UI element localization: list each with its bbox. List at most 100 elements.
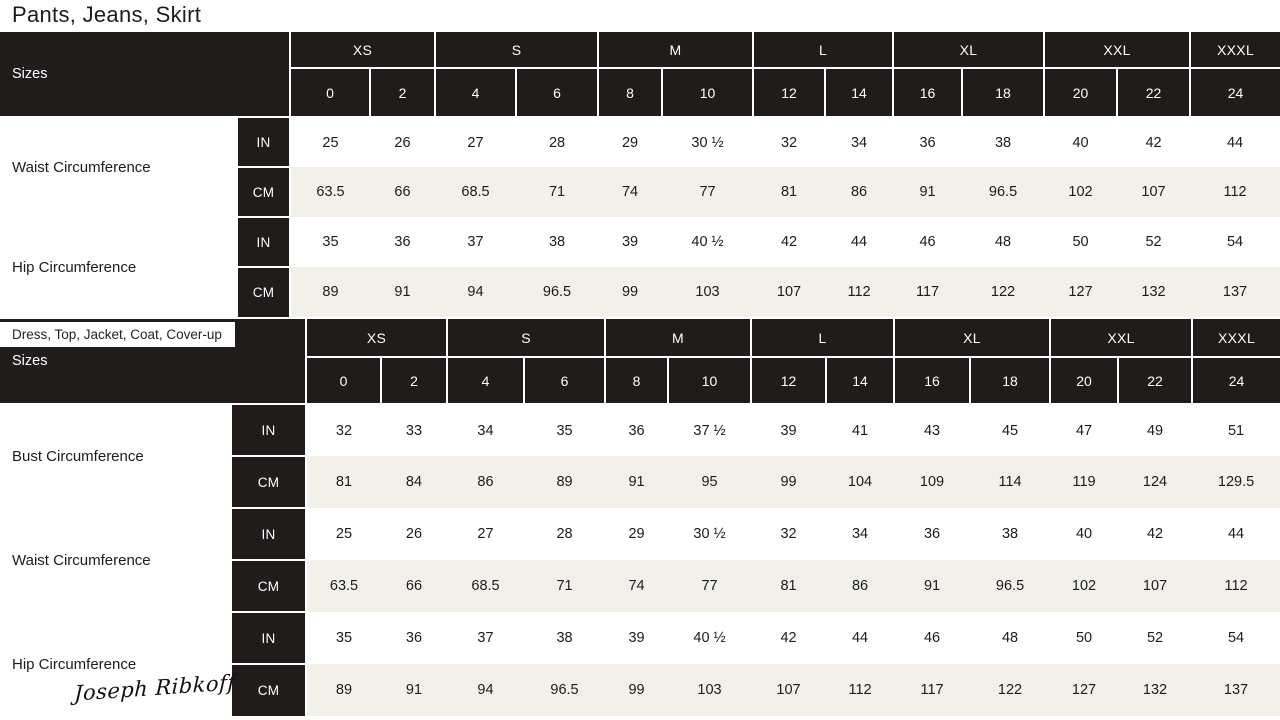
value-cell: 63.5 xyxy=(290,167,370,217)
size-col-14: 14 xyxy=(825,356,896,405)
value-cell: 36 xyxy=(894,508,971,560)
size-col-18: 18 xyxy=(961,67,1046,118)
size-col-18: 18 xyxy=(969,356,1052,405)
unit-cell-cm: CM xyxy=(230,455,307,509)
value-cell: 26 xyxy=(370,117,435,167)
value-cell: 40 ½ xyxy=(668,612,752,664)
value-cell: 99 xyxy=(751,456,827,508)
unit-cell-in: IN xyxy=(230,403,307,457)
value-cell: 68.5 xyxy=(435,167,516,217)
unit-cell-in: IN xyxy=(230,507,307,561)
size-group-xxxl: XXXL xyxy=(1191,318,1280,358)
value-cell: 48 xyxy=(962,217,1045,267)
value-cell: 45 xyxy=(970,404,1051,456)
value-cell: 86 xyxy=(447,456,524,508)
size-col-6: 6 xyxy=(514,67,600,118)
size-col-24: 24 xyxy=(1191,356,1280,405)
size-group-xl: XL xyxy=(893,318,1052,358)
value-cell: 37 xyxy=(447,612,524,664)
unit-cell-cm: CM xyxy=(236,166,291,218)
value-cell: 89 xyxy=(306,664,381,716)
size-col-4: 4 xyxy=(434,67,517,118)
value-cell: 36 xyxy=(893,117,963,167)
value-cell: 137 xyxy=(1190,267,1280,317)
value-cell: 122 xyxy=(970,664,1051,716)
size-col-8: 8 xyxy=(604,356,670,405)
value-cell: 46 xyxy=(894,612,971,664)
value-cell: 43 xyxy=(894,404,971,456)
value-cell: 37 xyxy=(435,217,516,267)
size-group-xs: XS xyxy=(305,318,448,358)
value-cell: 44 xyxy=(825,217,894,267)
value-cell: 47 xyxy=(1050,404,1119,456)
size-col-0: 0 xyxy=(305,356,382,405)
size-group-xxl: XXL xyxy=(1049,318,1194,358)
measurement-label: Bust Circumference xyxy=(0,404,231,508)
value-cell: 96.5 xyxy=(516,267,599,317)
value-cell: 38 xyxy=(516,217,599,267)
value-cell: 114 xyxy=(970,456,1051,508)
value-cell: 91 xyxy=(605,456,669,508)
size-group-m: M xyxy=(597,31,755,69)
value-cell: 32 xyxy=(306,404,381,456)
value-cell: 34 xyxy=(825,117,894,167)
value-cell: 44 xyxy=(1192,508,1280,560)
value-cell: 91 xyxy=(893,167,963,217)
size-group-xxxl: XXXL xyxy=(1189,31,1280,69)
size-col-10: 10 xyxy=(667,356,753,405)
value-cell: 132 xyxy=(1117,267,1191,317)
value-cell: 39 xyxy=(605,612,669,664)
value-cell: 40 xyxy=(1044,117,1118,167)
value-cell: 26 xyxy=(381,508,447,560)
measurement-row-cm: CM 89 91 94 96.5 99 103 107 112 117 122 127 132 137 xyxy=(0,663,1280,717)
value-cell: 50 xyxy=(1044,217,1118,267)
size-col-6: 6 xyxy=(522,356,607,405)
unit-cell-in: IN xyxy=(236,116,291,168)
value-cell: 91 xyxy=(370,267,435,317)
value-cell: 91 xyxy=(894,560,971,612)
page-title: Pants, Jeans, Skirt xyxy=(12,2,202,27)
value-cell: 77 xyxy=(668,560,752,612)
value-cell: 127 xyxy=(1044,267,1118,317)
value-cell: 42 xyxy=(1117,117,1191,167)
value-cell: 94 xyxy=(447,664,524,716)
section-title-dress: Dress, Top, Jacket, Coat, Cover-up xyxy=(0,322,235,347)
value-cell: 29 xyxy=(605,508,669,560)
value-cell: 41 xyxy=(826,404,895,456)
value-cell: 94 xyxy=(435,267,516,317)
value-cell: 137 xyxy=(1192,664,1280,716)
value-cell: 39 xyxy=(751,404,827,456)
value-cell: 29 xyxy=(598,117,663,167)
size-col-8: 8 xyxy=(597,67,664,118)
value-cell: 54 xyxy=(1192,612,1280,664)
value-cell: 74 xyxy=(598,167,663,217)
value-cell: 27 xyxy=(447,508,524,560)
value-cell: 42 xyxy=(753,217,826,267)
value-cell: 99 xyxy=(598,267,663,317)
value-cell: 107 xyxy=(751,664,827,716)
size-group-xs: XS xyxy=(289,31,436,69)
unit-cell-in: IN xyxy=(230,611,307,665)
measurement-row-in: Hip Circumference IN 35 36 37 38 39 40 ½ 42 44 46 4… xyxy=(0,611,1280,716)
size-col-4: 4 xyxy=(446,356,525,405)
value-cell: 37 ½ xyxy=(668,404,752,456)
value-cell: 66 xyxy=(370,167,435,217)
value-cell: 51 xyxy=(1192,404,1280,456)
size-group-l: L xyxy=(752,31,895,69)
value-cell: 96.5 xyxy=(524,664,606,716)
value-cell: 28 xyxy=(524,508,606,560)
value-cell: 99 xyxy=(605,664,669,716)
value-cell: 48 xyxy=(970,612,1051,664)
value-cell: 104 xyxy=(826,456,895,508)
size-col-22: 22 xyxy=(1116,67,1192,118)
value-cell: 30 ½ xyxy=(668,508,752,560)
pants-jeans-skirt-section: Sizes XS S M L XL XXL XXXL 0 2 4 6 8 10 12 14 16 18 20 22 24… xyxy=(0,31,1280,318)
value-cell: 38 xyxy=(524,612,606,664)
size-col-20: 20 xyxy=(1049,356,1120,405)
value-cell: 86 xyxy=(826,560,895,612)
value-cell: 117 xyxy=(894,664,971,716)
value-cell: 84 xyxy=(381,456,447,508)
value-cell: 39 xyxy=(598,217,663,267)
value-cell: 81 xyxy=(751,560,827,612)
